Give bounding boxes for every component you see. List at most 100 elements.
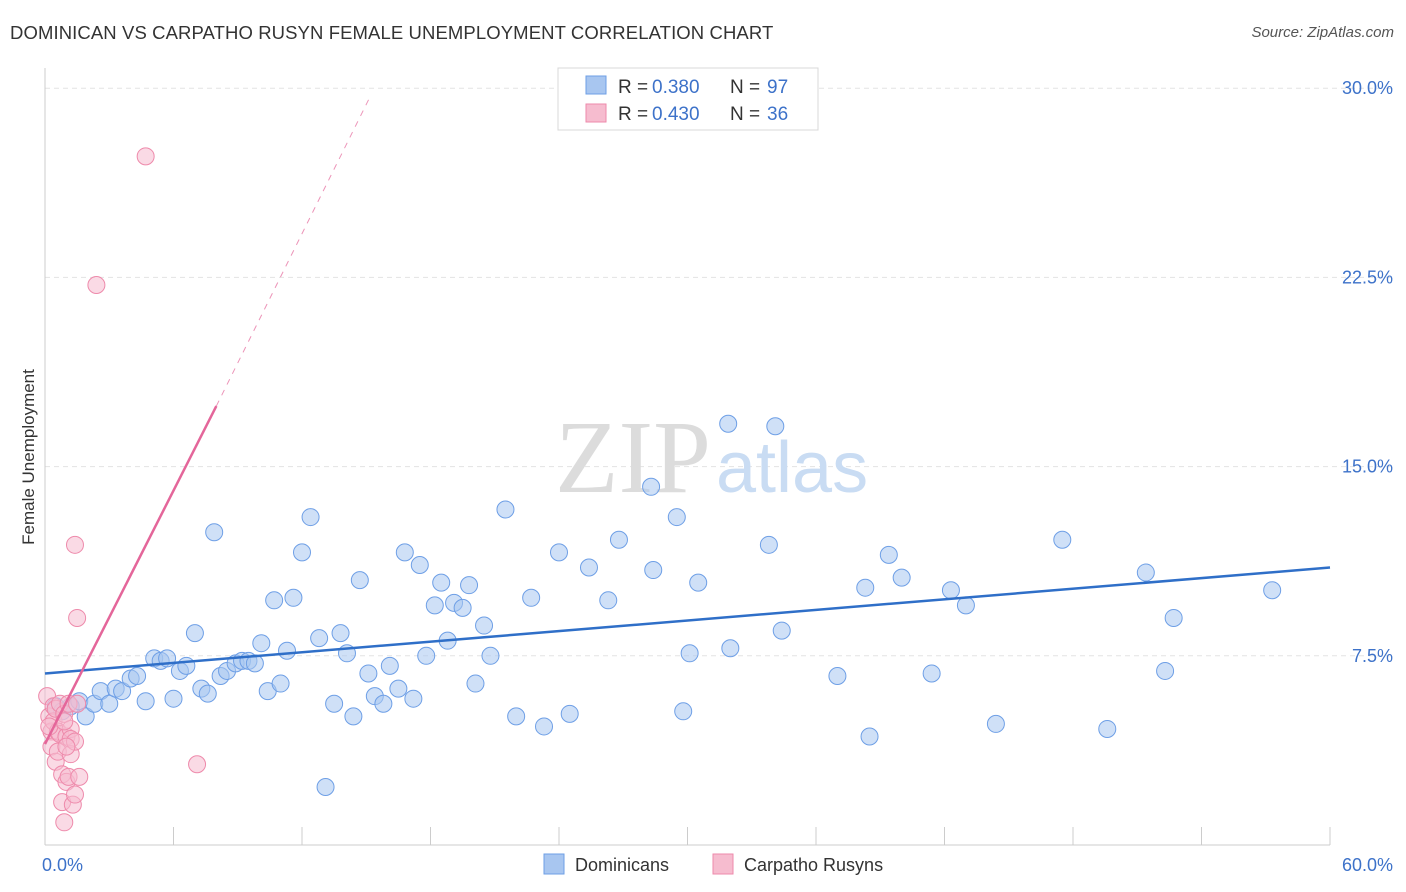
dominican-point <box>766 417 785 436</box>
dominican-point <box>432 573 451 592</box>
dominican-point <box>522 588 541 607</box>
dominican-point <box>293 543 311 562</box>
dominican-point <box>100 694 119 713</box>
series-legend: Dominicans Carpatho Rusyns <box>543 853 883 875</box>
dominican-point <box>680 644 699 663</box>
y-tick-labels: 7.5% 15.0% 22.5% 30.0% <box>1342 78 1393 666</box>
dominican-point <box>956 596 975 615</box>
dominican-point <box>599 591 618 610</box>
y-tick-label: 15.0% <box>1342 457 1393 477</box>
carpatho-rusyn-point <box>70 767 89 786</box>
carpatho-rusyn-point <box>57 737 76 756</box>
stats-swatch-blue <box>585 75 607 95</box>
stats-n-value: 36 <box>767 104 788 125</box>
dominican-point <box>359 664 378 683</box>
dominican-point <box>1263 581 1282 600</box>
watermark: ZIP atlas <box>555 400 868 515</box>
carpatho-rusyn-point <box>87 275 106 294</box>
dominican-point <box>1098 719 1117 738</box>
dominicans-trend-line <box>44 566 1331 675</box>
stats-n-label: N = <box>730 104 760 125</box>
carpatho-rusyn-point <box>65 785 84 804</box>
dominican-point <box>198 684 217 703</box>
x-tick-label: 0.0% <box>42 855 83 875</box>
stats-n-label: N = <box>730 77 760 98</box>
x-tick-label: 60.0% <box>1342 855 1393 875</box>
dominican-point <box>667 508 686 527</box>
dominican-point <box>417 646 436 665</box>
trend-lines <box>43 95 1331 745</box>
dominican-point <box>579 558 598 577</box>
stats-r-label: R = <box>618 104 648 125</box>
dominican-point <box>380 656 399 675</box>
dominican-point <box>535 717 554 736</box>
dominican-point <box>1156 661 1175 680</box>
dominican-point <box>466 674 485 693</box>
y-tick-label: 22.5% <box>1342 267 1393 287</box>
dominican-point <box>674 702 693 721</box>
chart-title: DOMINICAN VS CARPATHO RUSYN FEMALE UNEMP… <box>10 22 774 43</box>
dominican-point <box>425 596 444 615</box>
dominican-point <box>404 689 423 708</box>
legend-swatch-carpatho-rusyns <box>712 853 734 875</box>
carpatho-rusyn-point <box>65 535 84 554</box>
carpatho-rusyn-point <box>136 147 155 166</box>
dominican-point <box>344 707 363 726</box>
dominican-point <box>1136 563 1155 582</box>
dominican-point <box>331 624 350 643</box>
dominican-point <box>284 588 303 607</box>
dominican-point <box>772 621 791 640</box>
stats-r-value: 0.380 <box>652 77 700 98</box>
carpatho-rusyn-point <box>68 694 87 713</box>
stats-r-label: R = <box>618 77 648 98</box>
dominican-point <box>941 581 960 600</box>
legend-label-dominicans: Dominicans <box>575 855 669 875</box>
dominican-point <box>719 414 738 433</box>
dominican-point <box>164 689 183 708</box>
dominican-point <box>278 641 297 660</box>
dominican-point <box>475 616 494 635</box>
dominican-point <box>271 674 290 693</box>
dominican-point <box>76 707 95 726</box>
dominican-point <box>922 664 941 683</box>
dominican-point <box>252 634 271 653</box>
stats-legend: R = 0.380 N = 97 R = 0.430 N = 36 <box>557 67 819 131</box>
dominican-point <box>350 571 369 590</box>
dominican-point <box>1164 608 1183 627</box>
watermark-atlas: atlas <box>716 428 868 508</box>
carpatho-rusyns-trend-line <box>43 405 218 745</box>
dominican-point <box>453 598 472 617</box>
y-axis-label: Female Unemployment <box>19 369 38 545</box>
dominican-point <box>860 727 879 746</box>
dominican-point <box>185 624 204 643</box>
dominican-point <box>560 704 579 723</box>
dominican-point <box>481 646 500 665</box>
dominican-point <box>496 500 515 519</box>
dominican-point <box>310 629 329 648</box>
dominican-point <box>828 666 847 685</box>
source-credit: Source: ZipAtlas.com <box>1251 24 1394 41</box>
dominican-point <box>879 545 898 564</box>
dominican-point <box>245 654 264 673</box>
dominican-point <box>460 576 479 595</box>
watermark-zip: ZIP <box>555 400 711 515</box>
carpatho-rusyn-point <box>188 755 207 774</box>
dominican-point <box>265 591 284 610</box>
stats-r-value: 0.430 <box>652 104 700 125</box>
dominican-point <box>986 714 1005 733</box>
carpatho-rusyn-point <box>68 608 87 627</box>
dominican-point <box>374 694 393 713</box>
carpatho-rusyns-points <box>38 147 207 832</box>
dominican-point <box>113 682 132 701</box>
dominican-point <box>642 477 661 496</box>
y-tick-label: 30.0% <box>1342 78 1393 98</box>
y-tick-label: 7.5% <box>1352 646 1393 666</box>
dominican-point <box>205 523 224 542</box>
dominican-point <box>892 568 911 587</box>
dominican-point <box>410 555 429 574</box>
carpatho-rusyn-point <box>55 813 74 832</box>
dominican-point <box>759 535 778 554</box>
dominican-point <box>389 679 408 698</box>
dominican-point <box>644 561 663 580</box>
